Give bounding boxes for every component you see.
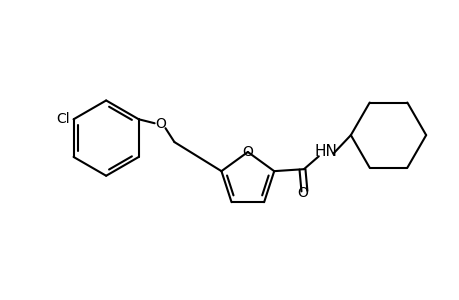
Text: O: O xyxy=(297,186,308,200)
Text: HN: HN xyxy=(313,144,336,159)
Text: Cl: Cl xyxy=(56,112,69,126)
Text: O: O xyxy=(155,117,166,131)
Text: O: O xyxy=(242,145,253,159)
